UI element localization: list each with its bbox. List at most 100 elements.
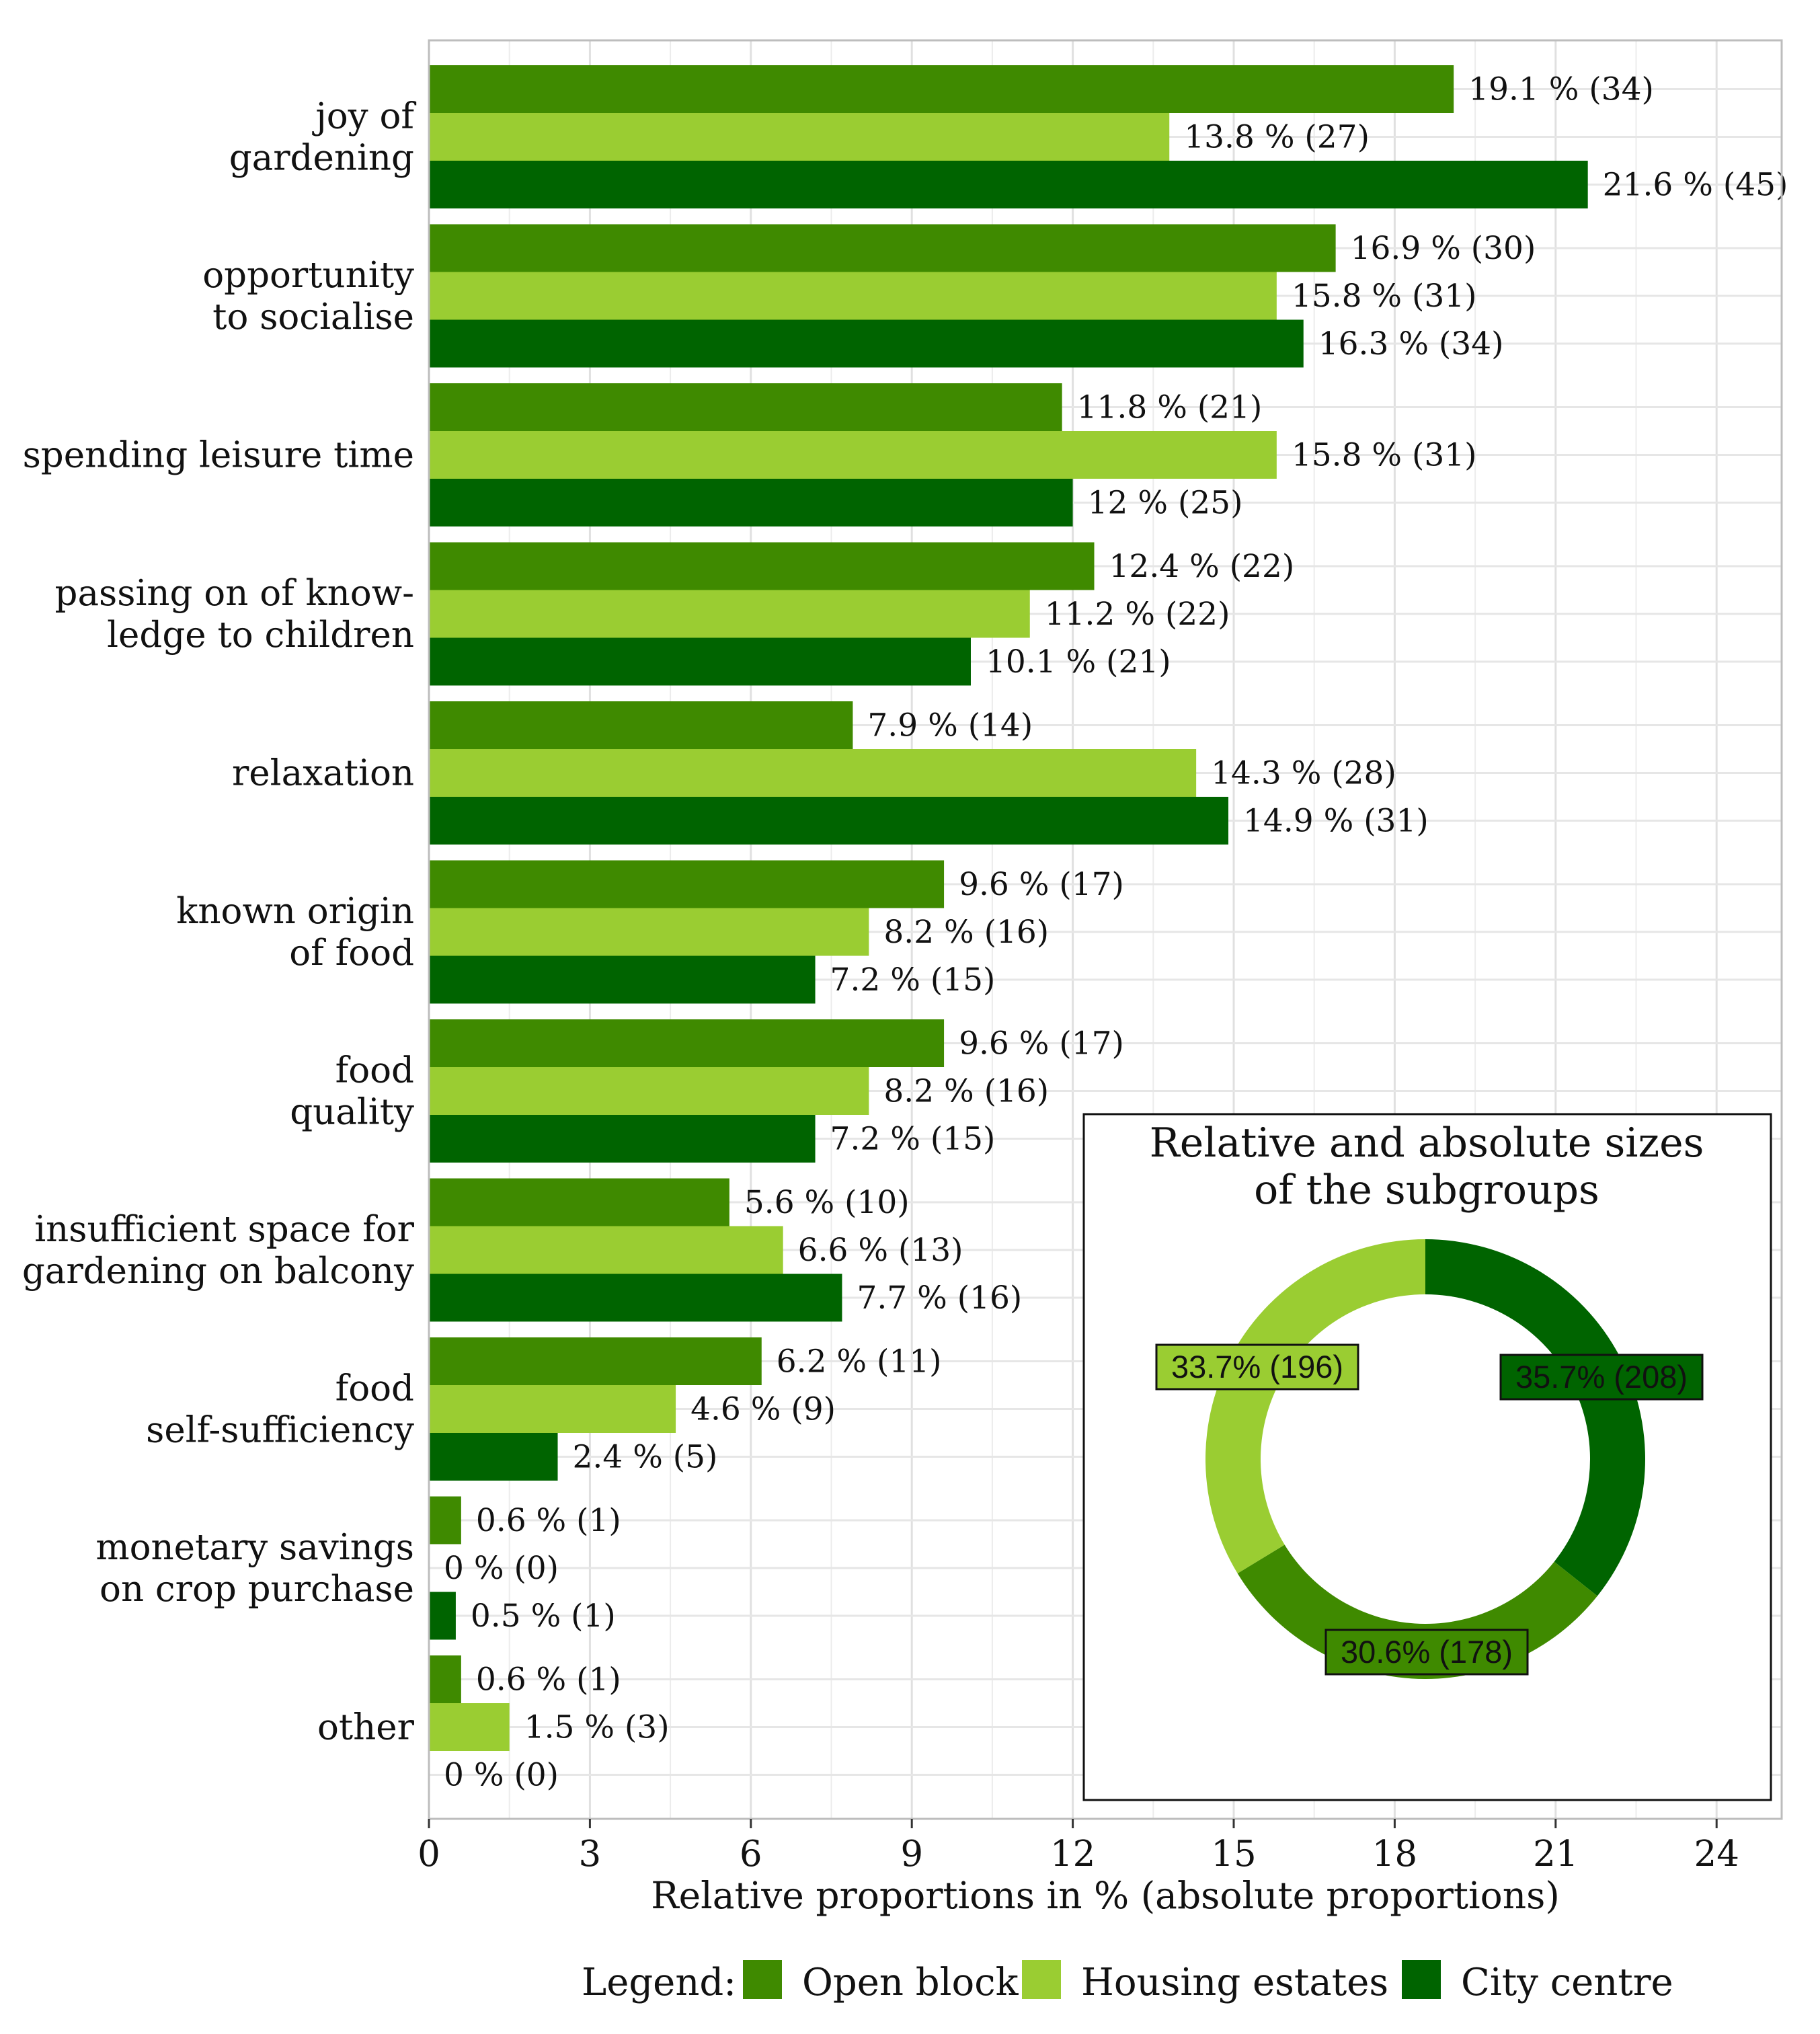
category-label: passing on of know-	[55, 573, 414, 614]
bar	[429, 542, 1095, 590]
bar	[429, 749, 1197, 797]
bar	[429, 161, 1588, 208]
inset-title: Relative and absolute sizes	[1150, 1120, 1704, 1167]
bar-value-label: 8.2 % (16)	[883, 1073, 1049, 1110]
legend-label: Housing estates	[1081, 1961, 1388, 2004]
bar-value-label: 6.2 % (11)	[777, 1343, 942, 1380]
bar	[429, 224, 1336, 272]
category-label: relaxation	[232, 753, 414, 794]
bar-value-label: 19.1 % (34)	[1468, 71, 1654, 108]
category-label: food	[335, 1368, 414, 1409]
category-label: spending leisure time	[23, 435, 414, 476]
bar	[429, 1067, 869, 1115]
legend-swatch	[1022, 1960, 1061, 1999]
bar	[429, 272, 1277, 320]
bar-value-label: 15.8 % (31)	[1292, 278, 1477, 315]
donut-label-box	[1499, 1354, 1704, 1401]
bar-value-label: 5.6 % (10)	[744, 1184, 910, 1221]
donut-label: 33.7% (196)	[1171, 1349, 1343, 1384]
bar-value-label: 13.8 % (27)	[1184, 119, 1370, 156]
bar-value-label: 21.6 % (45)	[1603, 167, 1788, 204]
bar	[429, 1178, 729, 1226]
category-label: opportunity	[202, 255, 414, 296]
bar	[429, 590, 1030, 638]
bar	[429, 1226, 783, 1274]
bar	[429, 319, 1304, 368]
bar	[429, 1703, 510, 1751]
bar	[429, 1385, 676, 1433]
donut-label-box	[1324, 1629, 1529, 1676]
bar-value-label: 6.6 % (13)	[798, 1232, 963, 1269]
category-label: quality	[290, 1092, 414, 1133]
bar-value-label: 4.6 % (9)	[690, 1391, 836, 1428]
donut-slice	[1205, 1239, 1425, 1573]
x-tick-label: 21	[1533, 1834, 1578, 1875]
bar	[429, 383, 1062, 431]
plot-panel-border	[428, 39, 1783, 1820]
bar-value-label: 0.6 % (1)	[476, 1502, 621, 1539]
bar-value-label: 1.5 % (3)	[524, 1709, 670, 1746]
bar	[429, 1337, 762, 1385]
bar	[429, 955, 816, 1004]
legend-swatch	[743, 1960, 782, 1999]
category-label: known origin	[176, 891, 414, 932]
bar	[429, 431, 1277, 479]
category-label: on crop purchase	[100, 1569, 414, 1610]
bar-value-label: 12 % (25)	[1088, 485, 1243, 522]
x-tick-label: 0	[418, 1834, 440, 1875]
bar-value-label: 11.2 % (22)	[1045, 596, 1230, 633]
category-label: gardening on balcony	[22, 1251, 414, 1292]
legend-label: Open block	[802, 1961, 1019, 2004]
legend-label: City centre	[1461, 1961, 1673, 2004]
category-label: joy of	[311, 96, 416, 137]
category-label: to socialise	[212, 297, 414, 338]
bar	[429, 701, 853, 749]
bar	[429, 1655, 461, 1703]
donut-label-box	[1155, 1343, 1359, 1391]
category-label: self-sufficiency	[146, 1410, 414, 1451]
bar-value-label: 7.7 % (16)	[857, 1280, 1022, 1317]
x-tick-label: 12	[1050, 1834, 1095, 1875]
x-tick-label: 24	[1694, 1834, 1739, 1875]
donut-slice	[1425, 1239, 1645, 1596]
bar-value-label: 12.4 % (22)	[1109, 548, 1295, 585]
bar	[429, 1496, 461, 1544]
bar-value-label: 0 % (0)	[444, 1550, 559, 1587]
category-label: food	[335, 1050, 414, 1091]
bar-value-label: 10.1 % (21)	[986, 643, 1171, 680]
bar-value-label: 16.9 % (30)	[1351, 230, 1536, 267]
bar-value-label: 7.2 % (15)	[830, 1121, 996, 1158]
bar-value-label: 7.2 % (15)	[830, 962, 996, 999]
inset-frame	[1082, 1113, 1772, 1801]
bar	[429, 908, 869, 956]
bar-value-label: 14.3 % (28)	[1211, 755, 1396, 792]
x-tick-label: 18	[1372, 1834, 1417, 1875]
legend: Legend: Open block Housing estates City cen…	[582, 1960, 1673, 2004]
bar	[429, 1274, 842, 1322]
bar-value-label: 9.6 % (17)	[959, 1025, 1124, 1062]
category-label: ledge to children	[107, 615, 414, 656]
category-label: gardening	[229, 138, 414, 179]
x-axis-ticks: 0 3 6 9 12 15 18 21 24	[418, 1819, 1739, 1875]
category-label: of food	[289, 933, 414, 974]
x-axis-title: Relative proportions in % (absolute prop…	[651, 1874, 1560, 1917]
bar-value-label: 15.8 % (31)	[1292, 437, 1477, 474]
x-tick-label: 3	[579, 1834, 602, 1875]
bar-value-label: 9.6 % (17)	[959, 866, 1124, 903]
bar-value-label: 0.5 % (1)	[471, 1598, 616, 1635]
category-label: insufficient space for	[34, 1209, 414, 1250]
category-label: other	[317, 1707, 415, 1748]
bar	[429, 113, 1170, 161]
bar-value-label: 16.3 % (34)	[1318, 325, 1504, 362]
bar-value-label: 14.9 % (31)	[1243, 803, 1429, 840]
bar	[429, 1592, 456, 1640]
bar	[429, 1433, 558, 1481]
donut-label: 35.7% (208)	[1515, 1359, 1688, 1395]
bar-value-label: 11.8 % (21)	[1077, 389, 1263, 426]
bar-value-label: 2.4 % (5)	[573, 1439, 718, 1476]
bar	[429, 637, 971, 686]
bar	[429, 65, 1454, 113]
